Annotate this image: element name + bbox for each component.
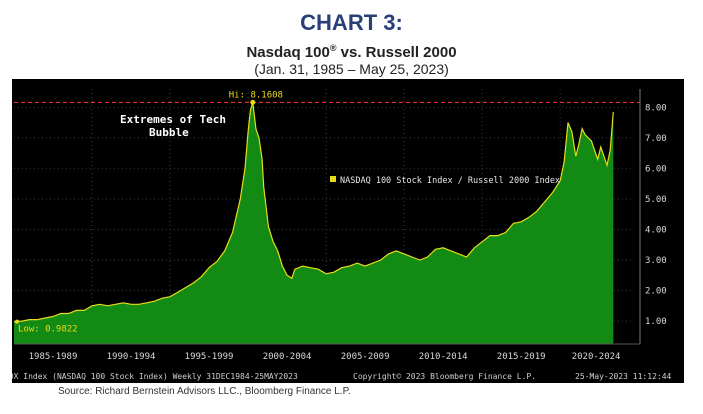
source-note: Source: Richard Bernstein Advisors LLC.,… <box>58 386 351 397</box>
x-tick-label-0: 1985-1989 <box>29 352 78 362</box>
annotation-line-1: Extremes of Tech <box>120 113 226 126</box>
high-point-marker <box>250 99 256 105</box>
y-tick-label-2: 3.00 <box>645 256 667 266</box>
registered-mark: ® <box>329 43 337 53</box>
bloomberg-chart-panel: Hi: 8.1608 Low: 0.9822 Extremes of Tech Bub… <box>4 79 684 383</box>
series-line <box>13 102 614 323</box>
y-tick-label-1: 2.00 <box>645 287 667 297</box>
footer-left: NDX Index (NASDAQ 100 Stock Index) Weekl… <box>12 372 298 381</box>
x-tick-label-7: 2020-2024 <box>572 352 621 362</box>
legend-label: NASDAQ 100 Stock Index / Russell 2000 In… <box>340 176 560 186</box>
chart-title-rest: vs. Russell 2000 <box>336 44 457 61</box>
low-label: Low: 0.9822 <box>18 325 78 335</box>
footer-center: Copyright© 2023 Bloomberg Finance L.P. <box>353 372 536 381</box>
y-tick-label-4: 5.00 <box>645 195 667 205</box>
chart-title: Nasdaq 100® vs. Russell 2000 <box>0 43 703 61</box>
y-tick-label-3: 4.00 <box>645 225 667 235</box>
x-tick-label-1: 1990-1994 <box>107 352 156 362</box>
x-tick-label-5: 2010-2014 <box>419 352 468 362</box>
y-tick-label-0: 1.00 <box>645 317 667 327</box>
series-area <box>14 102 614 345</box>
x-tick-label-2: 1995-1999 <box>185 352 234 362</box>
x-tick-label-3: 2000-2004 <box>263 352 312 362</box>
annotation-line-2: Bubble <box>149 126 189 139</box>
chart-date-range: (Jan. 31, 1985 – May 25, 2023) <box>254 61 449 77</box>
y-tick-label-5: 6.00 <box>645 164 667 174</box>
x-tick-label-4: 2005-2009 <box>341 352 390 362</box>
high-label: Hi: 8.1608 <box>229 90 283 100</box>
x-tick-label-6: 2015-2019 <box>497 352 546 362</box>
y-tick-label-7: 8.00 <box>645 103 667 113</box>
chart-heading: CHART 3: <box>300 10 403 35</box>
legend-swatch <box>330 176 336 182</box>
ratio-chart: Hi: 8.1608 Low: 0.9822 Extremes of TechBub… <box>4 89 672 381</box>
y-tick-label-6: 7.00 <box>645 134 667 144</box>
footer-right: 25-May-2023 11:12:44 <box>575 372 672 381</box>
chart-title-main: Nasdaq 100 <box>246 44 330 61</box>
low-point-marker <box>15 319 19 324</box>
